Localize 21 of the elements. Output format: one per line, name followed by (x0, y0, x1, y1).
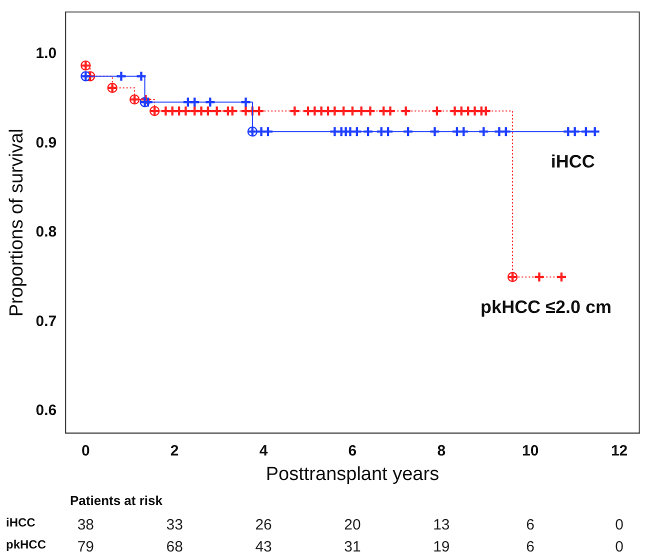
y-tick-label: 0.7 (36, 312, 57, 330)
x-tick-label: 6 (348, 442, 357, 460)
x-tick-label: 10 (522, 442, 539, 460)
text: 79 68 43 31 19 6 0 (77, 538, 624, 556)
y-tick-label: 1.0 (36, 45, 57, 62)
x-tick-label: 0 (81, 442, 90, 460)
x-tick-label: 2 (170, 442, 179, 460)
x-tick-label: 12 (610, 442, 628, 460)
y-tick-label: 0.6 (36, 402, 57, 420)
text: pkHCC (6, 538, 46, 552)
x-tick-label: 4 (259, 442, 268, 460)
y-tick-label: 0.8 (36, 224, 57, 241)
text: 38 33 26 20 13 6 0 (77, 516, 624, 534)
y-tick-label: 0.9 (36, 134, 57, 152)
series-label: iHCC (550, 152, 595, 172)
y-axis-title: Proportions of survival (6, 128, 28, 317)
text: Patients at risk (70, 492, 164, 508)
series-label: pkHCC ≤2.0 cm (480, 297, 612, 318)
text: iHCC (6, 516, 36, 530)
x-axis-title: Posttransplant years (266, 464, 440, 485)
x-tick-label: 8 (437, 442, 446, 460)
